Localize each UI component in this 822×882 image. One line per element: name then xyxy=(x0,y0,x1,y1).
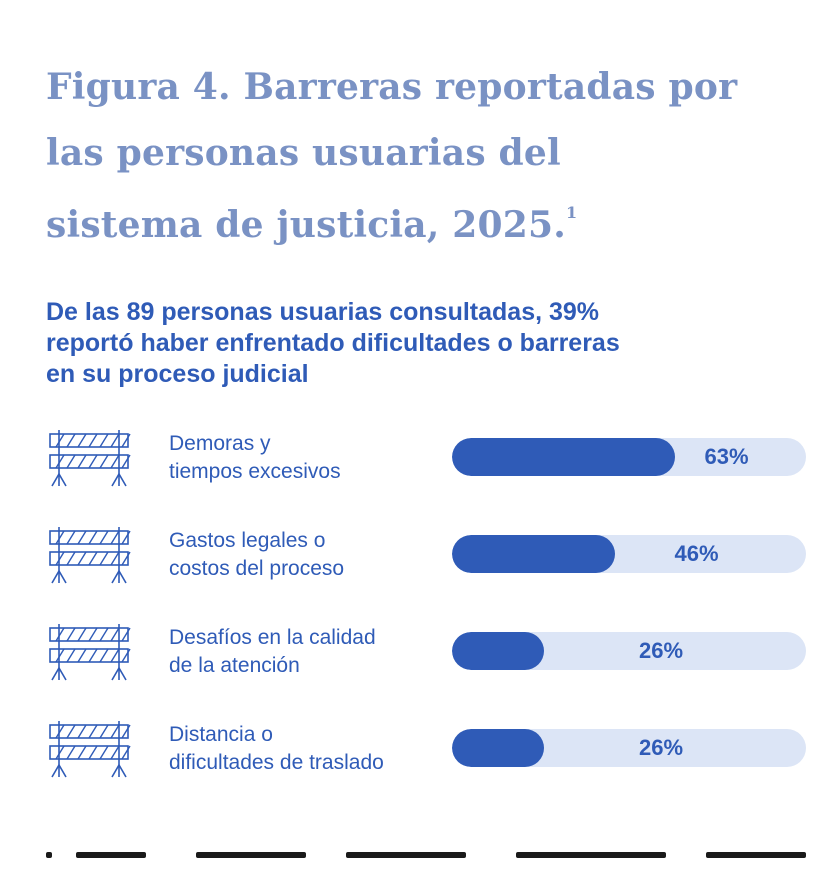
bar-fill xyxy=(452,632,544,670)
chart-row: Desafíos en la calidad de la atención 26% xyxy=(0,624,822,704)
category-label-line: de la atención xyxy=(169,654,300,677)
category-label-line: Distancia o xyxy=(169,723,273,746)
figure-title-line-1: Figura 4. Barreras reportadas por xyxy=(46,66,738,108)
bar-track: 26% xyxy=(452,632,806,670)
value-label: 46% xyxy=(674,541,719,566)
road-barrier-icon xyxy=(46,721,132,779)
subtitle-line-1: De las 89 personas usuarias consultadas,… xyxy=(46,298,600,326)
bar-fill xyxy=(452,729,544,767)
figure-title-line-2: las personas usuarias del xyxy=(46,132,561,174)
category-label: Gastos legales o costos del proceso xyxy=(169,527,449,583)
category-label-line: Desafíos en la calidad xyxy=(169,626,376,649)
figure-title-line-3-text: sistema de justicia, 2025. xyxy=(46,204,566,246)
bar-track: 63% xyxy=(452,438,806,476)
road-barrier-icon xyxy=(46,624,132,682)
road-barrier-icon xyxy=(46,430,132,488)
figure-title: Figura 4. Barreras reportadas por las pe… xyxy=(46,54,766,258)
category-label-line: Gastos legales o xyxy=(169,529,326,552)
category-label-line: tiempos excesivos xyxy=(169,460,341,483)
bar-track: 26% xyxy=(452,729,806,767)
footnote-marker[interactable]: 1 xyxy=(566,203,578,222)
category-label: Distancia o dificultades de traslado xyxy=(169,721,449,777)
category-label-line: Demoras y xyxy=(169,432,271,455)
figure-title-line-3: sistema de justicia, 2025.1 xyxy=(46,186,766,258)
bar-fill xyxy=(452,438,675,476)
value-label: 26% xyxy=(639,735,684,760)
value-label: 63% xyxy=(704,444,749,469)
category-label: Desafíos en la calidad de la atención xyxy=(169,624,449,680)
bar-fill xyxy=(452,535,615,573)
road-barrier-icon xyxy=(46,527,132,585)
chart-row: Distancia o dificultades de traslado 26% xyxy=(0,721,822,801)
cut-off-text-line xyxy=(46,852,806,882)
value-label: 26% xyxy=(639,638,684,663)
chart-row: Demoras y tiempos excesivos 63% xyxy=(0,430,822,510)
category-label-line: costos del proceso xyxy=(169,557,345,580)
subtitle-line-2: reportó haber enfrentado dificultades o … xyxy=(46,329,620,357)
category-label-line: dificultades de traslado xyxy=(169,751,384,774)
figure-subtitle: De las 89 personas usuarias consultadas,… xyxy=(46,297,806,390)
bar-track: 46% xyxy=(452,535,806,573)
chart-row: Gastos legales o costos del proceso 46% xyxy=(0,527,822,607)
subtitle-line-3: en su proceso judicial xyxy=(46,360,309,388)
category-label: Demoras y tiempos excesivos xyxy=(169,430,449,486)
